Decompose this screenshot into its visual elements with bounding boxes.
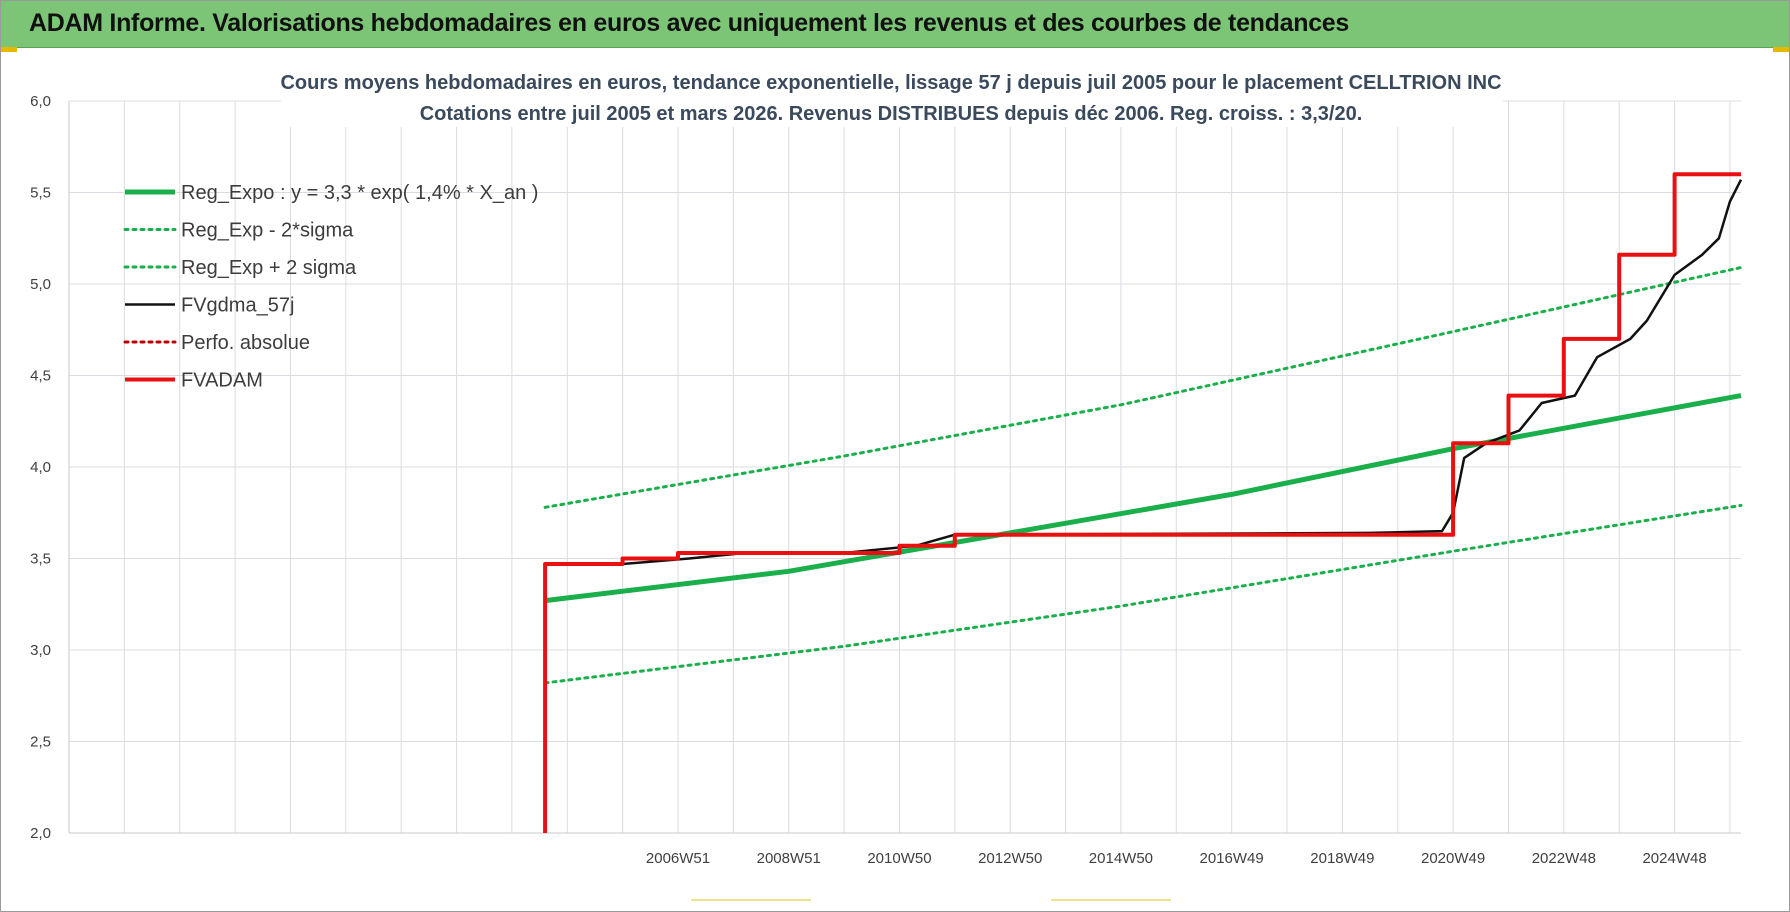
x-tick-label: 2014W50 — [1089, 850, 1153, 867]
corner-mark — [1, 47, 17, 52]
decor-line — [691, 899, 811, 901]
x-tick-label: 2012W50 — [978, 850, 1042, 867]
chart-title: Cours moyens hebdomadaires en euros, ten… — [280, 72, 1501, 94]
legend-label: FVADAM — [181, 370, 263, 392]
report-title: ADAM Informe. Valorisations hebdomadaire… — [29, 9, 1350, 37]
y-axis-ticks: 2,0 2,5 3,0 3,5 4,0 4,5 5,0 5,5 6,0 — [30, 93, 51, 842]
chart-subtitle: Cotations entre juil 2005 et mars 2026. … — [420, 103, 1363, 125]
legend-label: FVgdma_57j — [181, 295, 294, 317]
legend-label: Reg_Exp - 2*sigma — [181, 220, 354, 242]
chart-grid — [68, 100, 1741, 834]
x-tick-label: 2010W50 — [867, 850, 931, 867]
y-tick-label: 3,5 — [30, 551, 51, 568]
x-tick-label: 2006W51 — [646, 850, 710, 867]
legend-label: Perfo. absolue — [181, 332, 310, 354]
y-tick-label: 3,0 — [30, 642, 51, 659]
series-line-2 — [543, 266, 1743, 509]
decor-line — [1051, 899, 1171, 901]
y-tick-label: 5,0 — [30, 276, 51, 293]
y-tick-label: 4,5 — [30, 368, 51, 385]
legend-label: Reg_Exp + 2 sigma — [181, 257, 357, 279]
y-tick-label: 2,5 — [30, 734, 51, 751]
x-tick-label: 2016W49 — [1200, 850, 1264, 867]
chart-titles: Cours moyens hebdomadaires en euros, ten… — [280, 69, 1503, 127]
report-banner: ADAM Informe. Valorisations hebdomadaire… — [1, 1, 1789, 48]
x-tick-label: 2020W49 — [1421, 850, 1485, 867]
y-tick-label: 5,5 — [30, 185, 51, 202]
series-line-1 — [543, 503, 1743, 685]
legend-label: Reg_Expo : y = 3,3 * exp( 1,4% * X_an ) — [181, 182, 538, 204]
chart: 2,0 2,5 3,0 3,5 4,0 4,5 5,0 5,5 6,0 2006W51 2008W… — [30, 69, 1743, 867]
x-tick-label: 2018W49 — [1310, 850, 1374, 867]
x-tick-label: 2008W51 — [757, 850, 821, 867]
chart-legend: Reg_Expo : y = 3,3 * exp( 1,4% * X_an ) R… — [123, 182, 538, 392]
x-tick-label: 2024W48 — [1642, 850, 1706, 867]
y-tick-label: 4,0 — [30, 459, 51, 476]
x-tick-label: 2022W48 — [1532, 850, 1596, 867]
y-tick-label: 6,0 — [30, 93, 51, 110]
y-tick-label: 2,0 — [30, 825, 51, 842]
corner-mark — [1773, 47, 1789, 52]
series-line-0 — [544, 393, 1742, 604]
x-axis-ticks: 2006W51 2008W51 2010W50 2012W50 2014W50 2016W… — [646, 850, 1707, 867]
chart-series — [543, 172, 1743, 833]
title-background — [281, 69, 1503, 127]
series-line-5 — [543, 172, 1741, 833]
series-line-3 — [545, 179, 1743, 566]
